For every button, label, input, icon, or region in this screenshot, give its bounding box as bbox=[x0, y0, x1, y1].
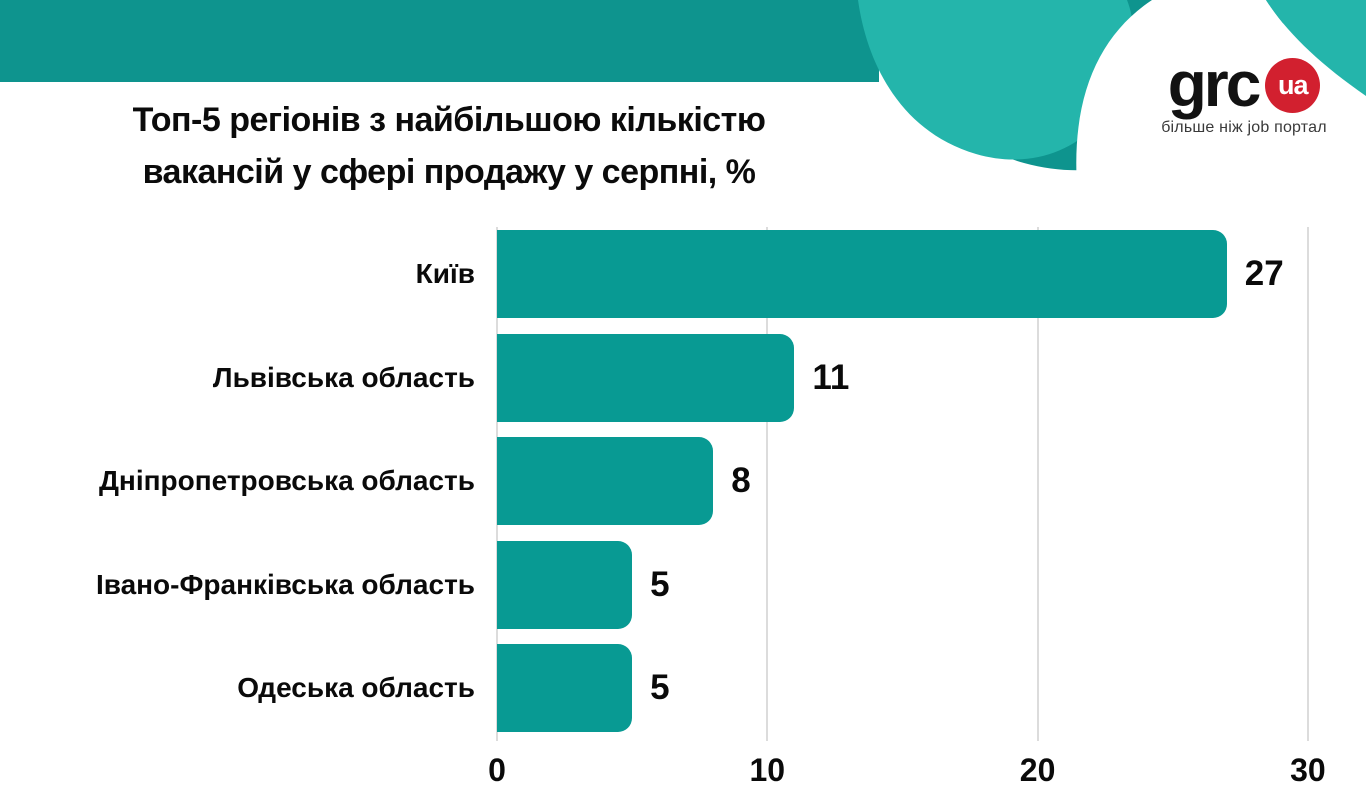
bar-row-3: Івано-Франківська область 5 bbox=[0, 539, 1366, 643]
category-label: Одеська область bbox=[237, 672, 475, 704]
bar bbox=[497, 437, 714, 526]
gridline-x-20 bbox=[1036, 227, 1039, 741]
header-wave-graphic bbox=[0, 0, 1366, 215]
chart-title-line2: вакансій у сфері продажу у серпні, % bbox=[142, 153, 756, 191]
bar-value-label: 5 bbox=[650, 564, 670, 604]
bar-value-label: 8 bbox=[731, 461, 751, 501]
bar bbox=[497, 644, 633, 733]
category-label: Львівська область bbox=[212, 361, 475, 393]
header-wave-light bbox=[858, 0, 1134, 160]
grc-ua-logo: grc ua більше ніж job портал bbox=[1156, 47, 1332, 137]
header-logo-blob bbox=[1076, 0, 1366, 215]
bar-row-4: Одеська область 5 bbox=[0, 642, 1366, 746]
logo-text: grc bbox=[1167, 47, 1262, 120]
x-axis-tick-10: 10 bbox=[749, 752, 786, 788]
logo-tagline: більше ніж job портал bbox=[1161, 119, 1327, 136]
bar-row-1: Львівська область 11 bbox=[0, 332, 1366, 436]
logo-row: grc ua bbox=[1156, 47, 1332, 120]
bar bbox=[497, 333, 795, 422]
bar-row-2: Дніпропетровська область 8 bbox=[0, 435, 1366, 539]
gridline-x-30 bbox=[1306, 227, 1309, 741]
gridline-x-10 bbox=[766, 227, 769, 741]
x-axis-tick-0: 0 bbox=[488, 752, 506, 788]
logo-ua-badge: ua bbox=[1265, 58, 1321, 113]
category-label: Київ bbox=[415, 258, 475, 289]
bar-value-label: 11 bbox=[812, 357, 850, 397]
chart-title-line1: Топ-5 регіонів з найбільшою кількістю bbox=[132, 101, 766, 139]
header-corner-light bbox=[1266, 0, 1366, 96]
category-label: Дніпропетровська область bbox=[98, 465, 475, 497]
bar-value-label: 5 bbox=[650, 668, 670, 708]
x-axis-tick-20: 20 bbox=[1019, 752, 1056, 788]
chart-title: Топ-5 регіонів з найбільшою кількістю ва… bbox=[38, 94, 860, 198]
x-axis-tick-30: 30 bbox=[1290, 752, 1326, 788]
bar-row-0: Київ 27 bbox=[0, 228, 1366, 332]
category-label: Івано-Франківська область bbox=[95, 568, 475, 600]
bar-value-label: 27 bbox=[1244, 254, 1284, 293]
header-band bbox=[0, 0, 879, 82]
bar bbox=[497, 230, 1227, 318]
bar bbox=[497, 540, 633, 629]
